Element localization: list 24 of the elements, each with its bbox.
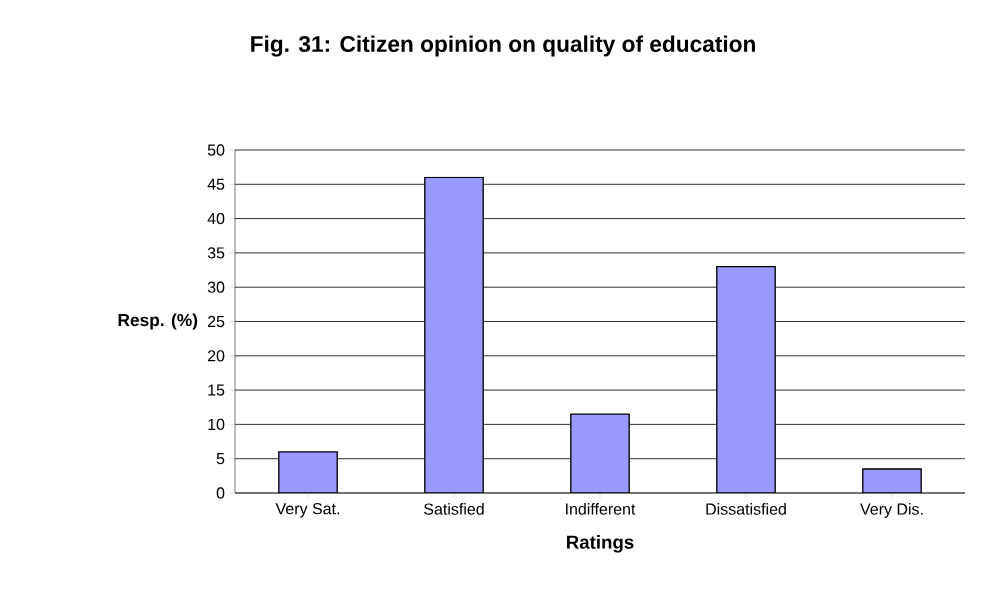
chart-title: Fig. 31: Citizen opinion on quality of education [251,35,755,57]
x-tick-label: Dissatisfied [706,503,786,515]
y-axis-title: Resp. (%) [118,313,198,330]
bar [278,451,338,493]
x-tick-label: Very Dis. [860,503,923,518]
x-tick-label: Indifferent [566,503,636,515]
y-tick-label: 0 [216,487,225,499]
y-tick-label: 10 [208,418,225,431]
y-tick-label: 40 [207,212,225,225]
x-tick-label: Satisfied [424,503,484,515]
y-tick-label: 20 [207,350,225,362]
y-tick-label: 50 [207,144,225,156]
y-tick-label: 45 [207,178,225,190]
bar [424,176,484,493]
y-tick-label: 5 [216,453,225,465]
y-tick-label: 25 [207,315,225,328]
bar [716,265,776,493]
y-tick-label: 35 [207,247,225,259]
bar [570,413,630,493]
x-tick-label: Very Sat. [275,503,339,518]
bar [862,468,922,493]
x-axis-title: Ratings [567,535,634,553]
y-tick-label: 15 [208,384,225,396]
y-tick-label: 30 [207,281,225,293]
